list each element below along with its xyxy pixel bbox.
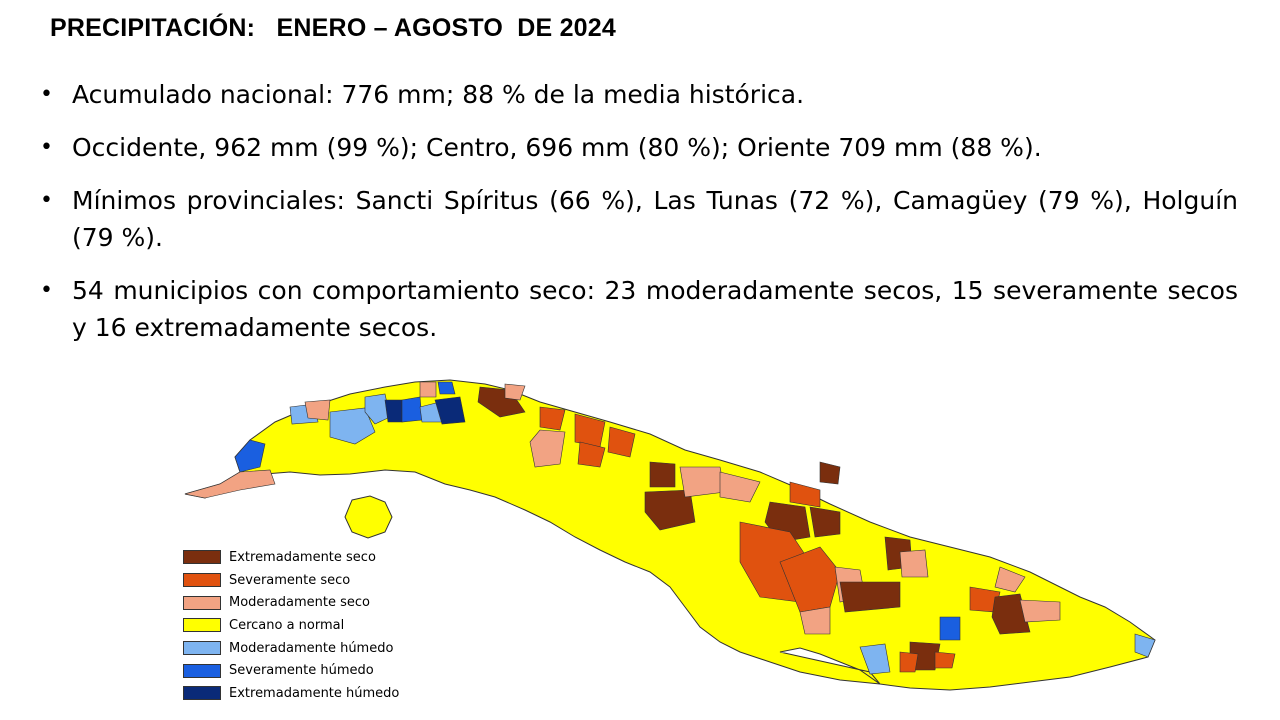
legend-item: Moderadamente seco [183, 591, 399, 614]
bullet-text: 54 municipios con comportamiento seco: 2… [72, 276, 1238, 342]
legend-label: Cercano a normal [229, 617, 345, 633]
bullet-item: • Acumulado nacional: 776 mm; 88 % de la… [40, 76, 1238, 113]
legend-item: Severamente húmedo [183, 659, 399, 682]
legend-swatch [183, 618, 221, 633]
legend-item: Extremadamente húmedo [183, 682, 399, 705]
legend-swatch [183, 550, 221, 565]
bullet-item: • 54 municipios con comportamiento seco:… [40, 272, 1238, 346]
bullet-marker: • [40, 278, 53, 303]
region-eastern [859, 566, 1156, 675]
map-legend: Extremadamente seco Severamente seco Mod… [183, 546, 399, 705]
legend-item: Severamente seco [183, 569, 399, 592]
bullet-item: • Mínimos provinciales: Sancti Spíritus … [40, 182, 1238, 256]
legend-swatch [183, 663, 221, 678]
legend-swatch [183, 573, 221, 588]
bullet-text: Acumulado nacional: 776 mm; 88 % de la m… [72, 80, 805, 109]
legend-label: Extremadamente seco [229, 549, 376, 565]
bullet-marker: • [40, 82, 53, 107]
legend-item: Moderadamente húmedo [183, 637, 399, 660]
region-central-dry [529, 406, 929, 635]
cuba-precipitation-map [184, 379, 1156, 691]
legend-label: Extremadamente húmedo [229, 685, 400, 701]
legend-swatch [183, 595, 221, 610]
legend-swatch [183, 686, 221, 701]
legend-swatch [183, 641, 221, 656]
legend-label: Severamente seco [229, 572, 351, 588]
legend-item: Cercano a normal [183, 614, 399, 637]
region-western-humid [234, 381, 466, 473]
bullet-marker: • [40, 188, 53, 213]
bullet-marker: • [40, 135, 53, 160]
isla-de-la-juventud [344, 495, 393, 539]
legend-label: Moderadamente húmedo [229, 640, 394, 656]
bullet-text: Occidente, 962 mm (99 %); Centro, 696 mm… [72, 133, 1042, 162]
bullet-list: • Acumulado nacional: 776 mm; 88 % de la… [40, 76, 1238, 346]
legend-item: Extremadamente seco [183, 546, 399, 569]
legend-label: Moderadamente seco [229, 595, 370, 611]
bullet-item: • Occidente, 962 mm (99 %); Centro, 696 … [40, 129, 1238, 166]
bullet-text: Mínimos provinciales: Sancti Spíritus (6… [72, 186, 1238, 252]
legend-label: Severamente húmedo [229, 663, 374, 679]
slide-title: PRECIPITACIÓN: ENERO – AGOSTO DE 2024 [50, 14, 616, 42]
region-western-dry [184, 381, 526, 499]
